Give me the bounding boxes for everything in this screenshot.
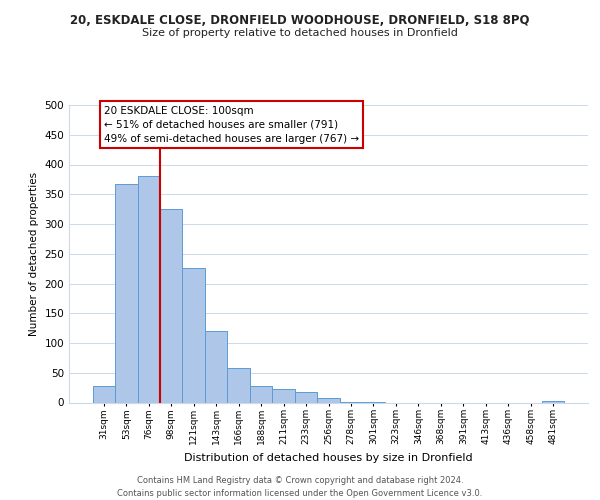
Bar [160, 209, 182, 402]
Bar [250, 386, 272, 402]
Bar [182, 268, 205, 402]
Text: 20, ESKDALE CLOSE, DRONFIELD WOODHOUSE, DRONFIELD, S18 8PQ: 20, ESKDALE CLOSE, DRONFIELD WOODHOUSE, … [70, 14, 530, 27]
X-axis label: Distribution of detached houses by size in Dronfield: Distribution of detached houses by size … [184, 453, 473, 463]
Bar [227, 368, 250, 402]
Bar [137, 176, 160, 402]
Bar [92, 386, 115, 402]
Text: 20 ESKDALE CLOSE: 100sqm
← 51% of detached houses are smaller (791)
49% of semi-: 20 ESKDALE CLOSE: 100sqm ← 51% of detach… [104, 106, 359, 144]
Bar [115, 184, 137, 402]
Text: Size of property relative to detached houses in Dronfield: Size of property relative to detached ho… [142, 28, 458, 38]
Bar [272, 389, 295, 402]
Y-axis label: Number of detached properties: Number of detached properties [29, 172, 39, 336]
Bar [317, 398, 340, 402]
Bar [295, 392, 317, 402]
Text: Contains HM Land Registry data © Crown copyright and database right 2024.
Contai: Contains HM Land Registry data © Crown c… [118, 476, 482, 498]
Bar [205, 330, 227, 402]
